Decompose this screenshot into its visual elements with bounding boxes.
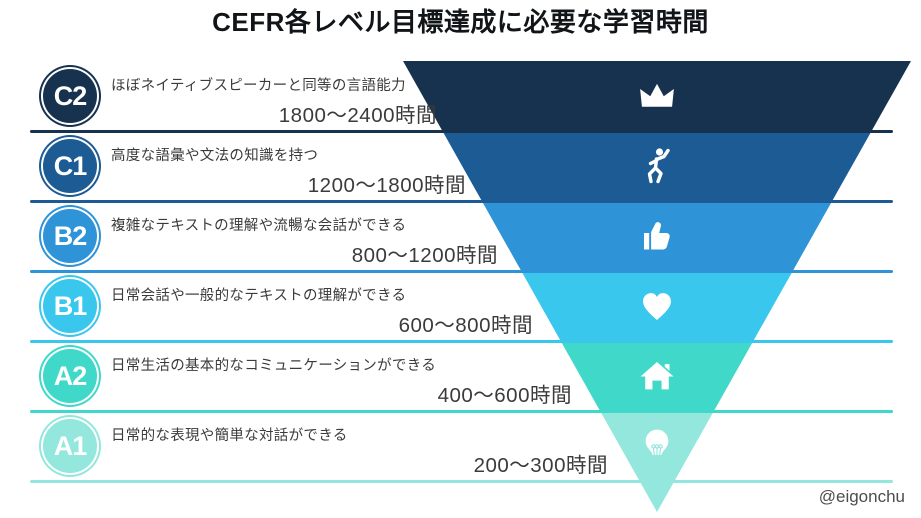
- level-row-a2: A2 日常生活の基本的なコミュニケーションができる 400〜600時間: [0, 341, 921, 413]
- level-row-c2: C2 ほぼネイティブスピーカーと同等の言語能力 1800〜2400時間: [0, 61, 921, 133]
- level-description: 日常的な表現や簡単な対話ができる: [111, 428, 348, 444]
- level-hours: 800〜1200時間: [351, 244, 498, 267]
- level-row-a1: A1 日常的な表現や簡単な対話ができる 200〜300時間: [0, 411, 921, 483]
- level-description: ほぼネイティブスピーカーと同等の言語能力: [111, 78, 406, 94]
- row-divider: [30, 410, 893, 413]
- level-badge-c1: C1: [43, 139, 97, 193]
- house-icon: [639, 361, 675, 392]
- level-badge-a1: A1: [43, 419, 97, 473]
- thumbs-up-icon: [641, 221, 674, 252]
- level-badge-b2: B2: [43, 209, 97, 263]
- runner-icon: [641, 147, 673, 185]
- row-divider: [30, 200, 893, 203]
- level-hours: 1200〜1800時間: [307, 174, 466, 197]
- crown-icon: [639, 83, 675, 110]
- level-hours: 400〜600時間: [437, 384, 572, 407]
- watermark-credit: @eigonchu: [818, 487, 905, 506]
- level-hours: 600〜800時間: [398, 314, 533, 337]
- lightbulb-icon: [642, 428, 672, 468]
- level-badge-a2: A2: [43, 349, 97, 403]
- level-description: 日常会話や一般的なテキストの理解ができる: [111, 288, 407, 304]
- level-row-b2: B2 複雑なテキストの理解や流暢な会話ができる 800〜1200時間: [0, 201, 921, 273]
- row-divider: [30, 480, 893, 483]
- row-divider: [30, 130, 893, 133]
- page-title: CEFR各レベル目標達成に必要な学習時間: [212, 7, 709, 37]
- level-description: 日常生活の基本的なコミュニケーションができる: [111, 358, 437, 374]
- level-row-c1: C1 高度な語彙や文法の知識を持つ 1200〜1800時間: [0, 131, 921, 203]
- level-hours: 1800〜2400時間: [278, 104, 437, 127]
- level-hours: 200〜300時間: [473, 454, 608, 477]
- heart-icon: [640, 291, 674, 322]
- level-badge-b1: B1: [43, 279, 97, 333]
- level-badge-c2: C2: [43, 69, 97, 123]
- level-row-b1: B1 日常会話や一般的なテキストの理解ができる 600〜800時間: [0, 271, 921, 343]
- level-description: 高度な語彙や文法の知識を持つ: [111, 148, 319, 164]
- row-divider: [30, 270, 893, 273]
- row-divider: [30, 340, 893, 343]
- level-description: 複雑なテキストの理解や流暢な会話ができる: [111, 218, 407, 234]
